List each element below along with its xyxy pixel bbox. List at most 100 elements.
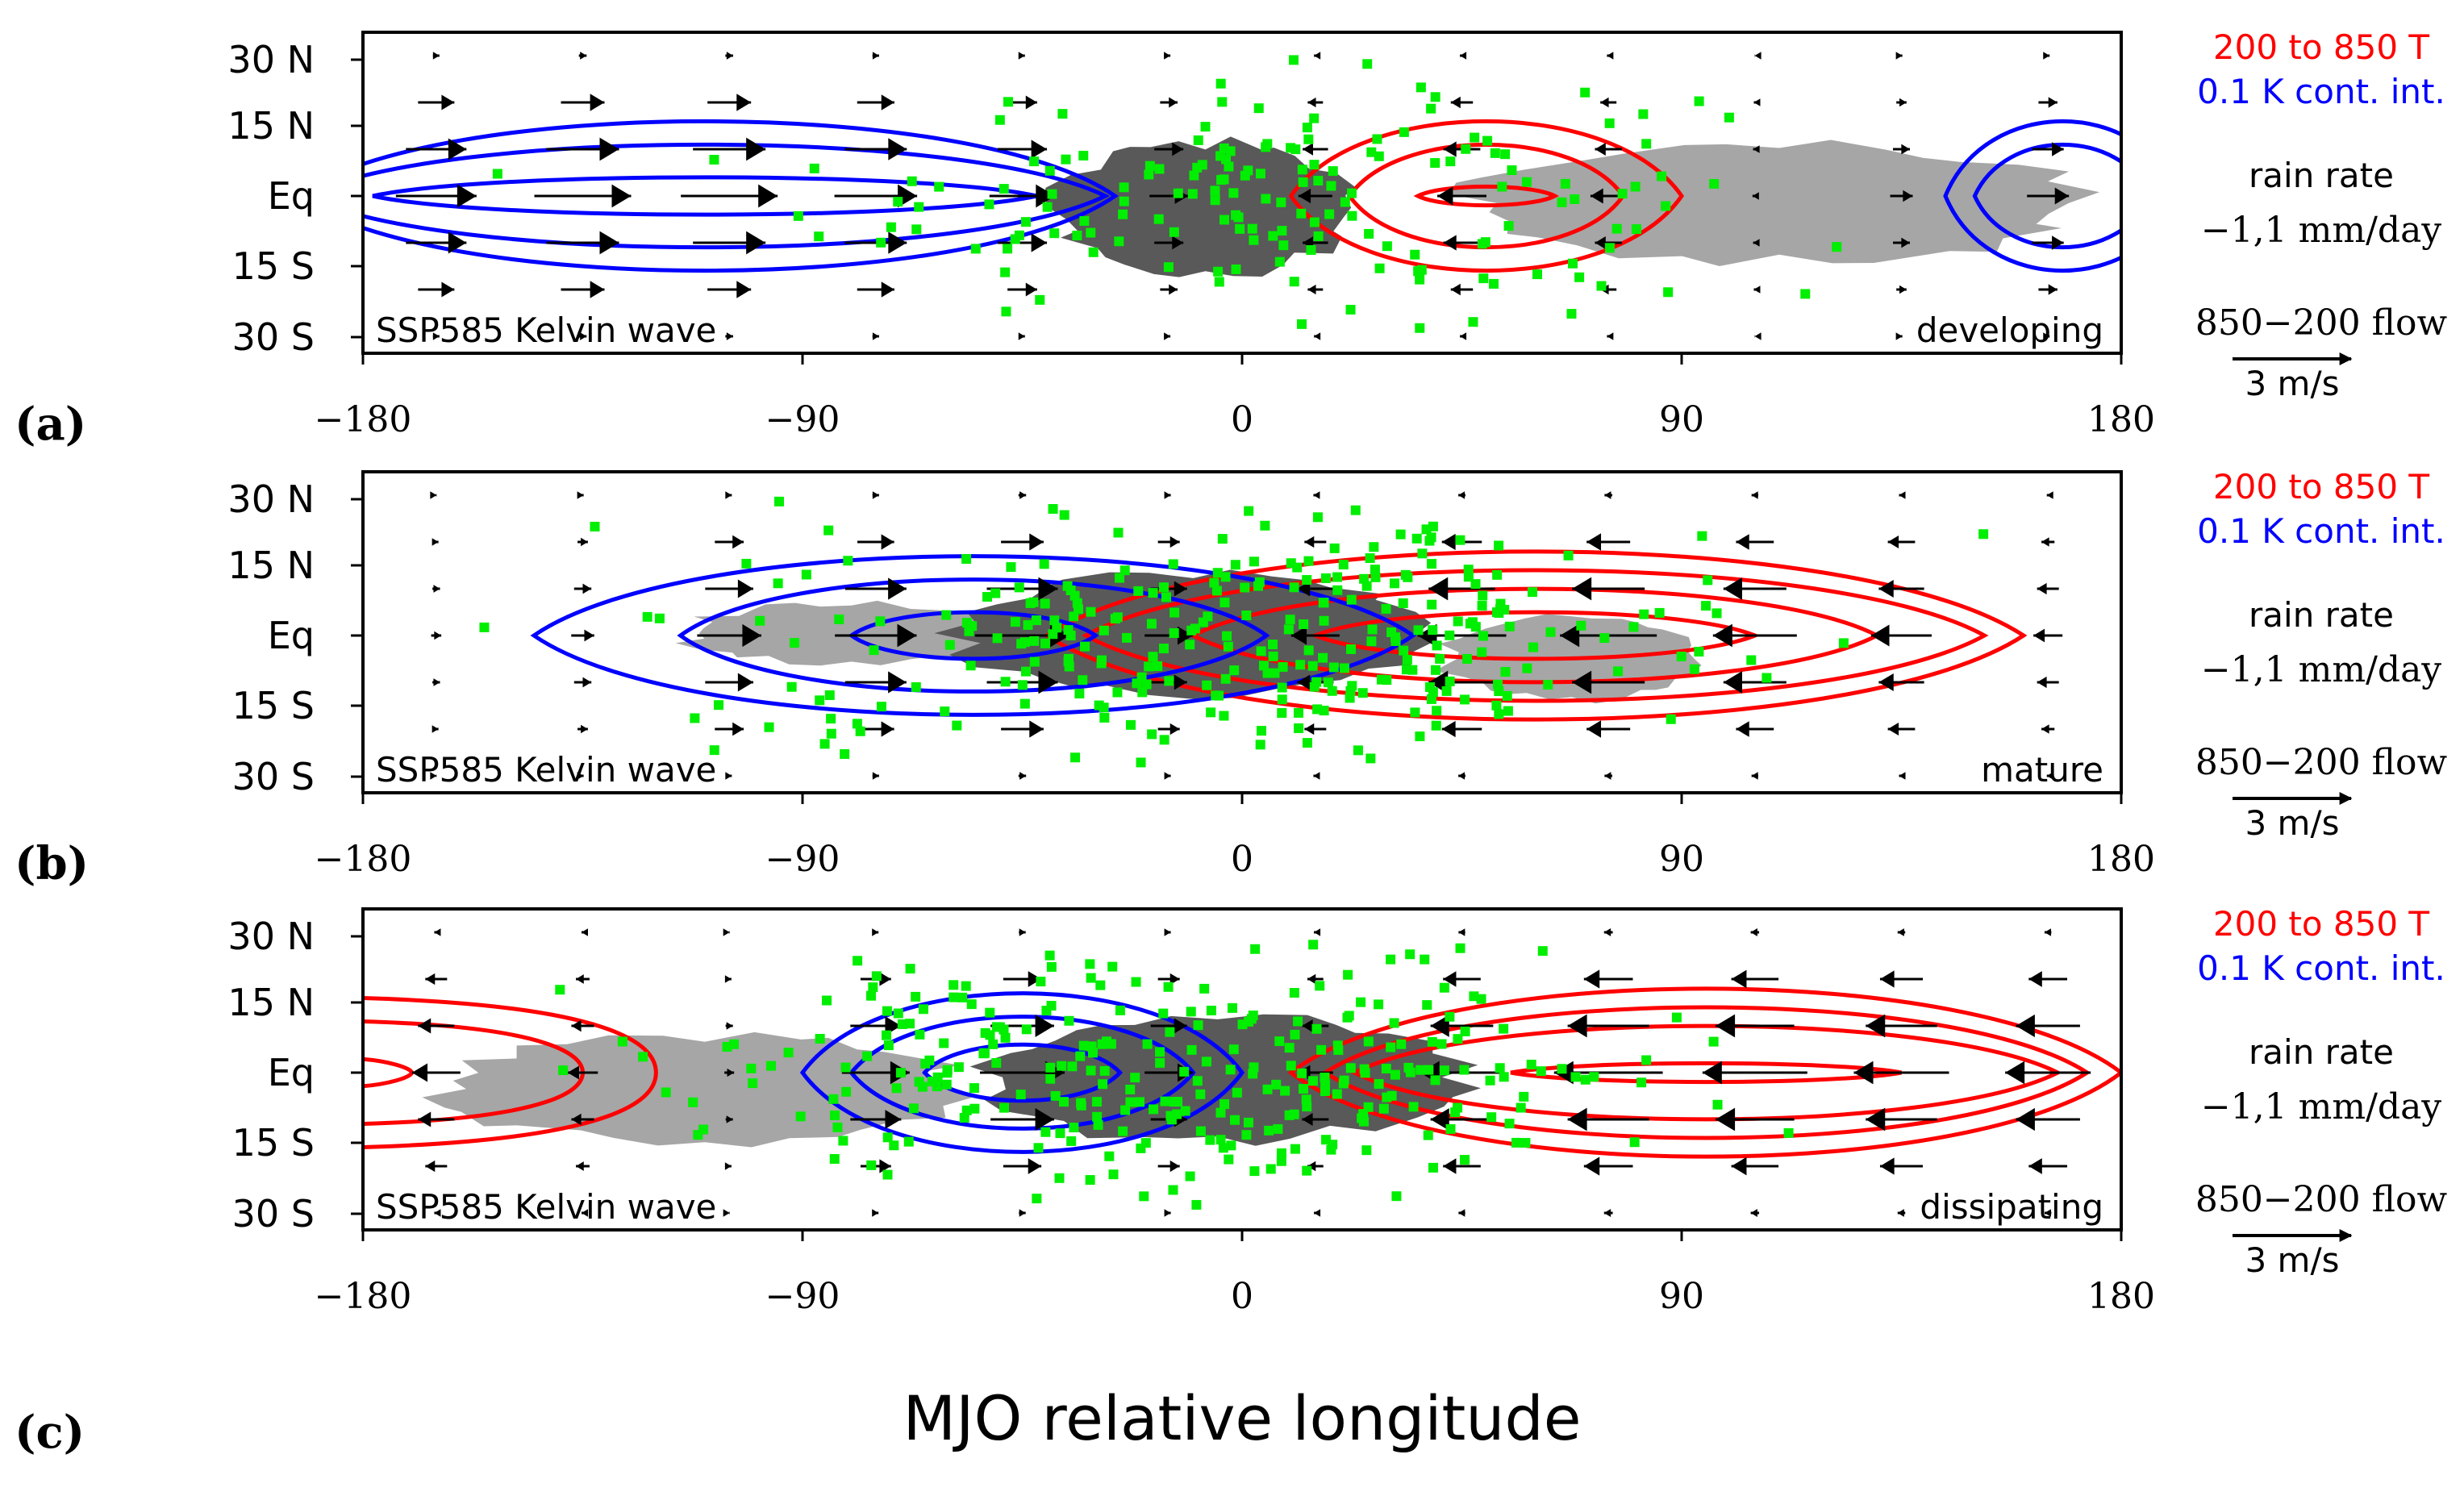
wind-arrow-head — [727, 1068, 735, 1077]
event-point — [1066, 1136, 1077, 1146]
event-point — [1155, 1057, 1165, 1068]
wind-arrow-head — [1583, 969, 1600, 989]
event-point — [903, 1136, 914, 1147]
event-point — [1470, 579, 1481, 590]
event-point — [1319, 615, 1329, 626]
wind-arrow-head — [2054, 187, 2070, 205]
wind-arrow-head — [1028, 1158, 1042, 1174]
event-point — [1069, 611, 1079, 622]
event-point — [1243, 1117, 1253, 1127]
wind-arrow-head — [2041, 724, 2049, 734]
event-point — [1367, 624, 1378, 635]
event-point — [1010, 234, 1020, 244]
event-point — [1168, 1185, 1178, 1195]
wind-arrow-head — [1035, 1015, 1054, 1037]
wind-arrow-head — [732, 722, 744, 736]
event-point — [1724, 112, 1734, 123]
wind-arrow-head — [1753, 239, 1760, 247]
xtick-label: 180 — [2087, 399, 2155, 440]
wind-arrow-head — [1901, 237, 1910, 248]
event-point — [1435, 653, 1445, 664]
event-point — [886, 222, 896, 232]
wind-arrow-head — [872, 772, 879, 780]
event-point — [1265, 1164, 1276, 1174]
wind-arrow-head — [1460, 52, 1467, 60]
event-point — [1158, 582, 1169, 593]
x-axis-title: MJO relative longitude — [903, 1382, 1582, 1454]
event-point — [891, 1083, 902, 1094]
event-point — [1492, 569, 1503, 580]
event-point — [1309, 217, 1320, 227]
event-point — [1050, 1090, 1061, 1101]
event-point — [911, 681, 921, 692]
event-point — [1140, 1138, 1151, 1148]
event-point — [1232, 1087, 1242, 1098]
event-point — [1324, 209, 1335, 219]
event-point — [1439, 1065, 1449, 1076]
wind-arrow-head — [1712, 623, 1732, 648]
event-point — [1493, 679, 1503, 690]
wind-arrow-head — [1019, 491, 1027, 499]
event-point — [1044, 950, 1055, 961]
wind-arrow-head — [1164, 52, 1171, 60]
wind-arrow-head — [2044, 1209, 2051, 1217]
event-point — [1078, 1040, 1089, 1051]
event-point — [1249, 235, 1259, 245]
event-point — [1197, 160, 1207, 170]
event-point — [897, 1019, 907, 1029]
event-point — [479, 622, 490, 632]
event-point — [882, 1006, 892, 1016]
wind-arrow-head — [746, 231, 766, 255]
wind-arrow-head — [1750, 1209, 1757, 1217]
event-point — [765, 1061, 776, 1071]
event-point — [1250, 944, 1261, 954]
wind-arrow-head — [1567, 1014, 1587, 1038]
wind-arrow-head — [2048, 284, 2058, 295]
event-point — [1228, 1044, 1239, 1055]
event-point — [1408, 1102, 1419, 1112]
xtick-label: 0 — [1231, 839, 1253, 880]
wind-arrow-head — [1604, 491, 1611, 499]
wind-arrow-head — [2046, 772, 2053, 780]
wind-arrow-head — [1437, 186, 1453, 206]
event-point — [1286, 1061, 1296, 1071]
event-point — [1085, 959, 1095, 969]
event-point — [970, 244, 981, 254]
event-point — [1361, 1145, 1372, 1156]
event-point — [1200, 122, 1211, 132]
event-point — [1495, 1063, 1505, 1073]
event-point — [1230, 560, 1240, 570]
event-point — [1528, 642, 1539, 652]
event-point — [1313, 176, 1324, 186]
event-point — [1256, 726, 1266, 736]
event-point — [1268, 651, 1278, 661]
legend-flow-label: 850−200 flow — [2195, 742, 2448, 783]
wind-arrow-head — [1019, 928, 1026, 936]
event-point — [1201, 1056, 1211, 1067]
event-point — [1381, 603, 1391, 614]
panel-b-plot — [430, 491, 2063, 780]
event-point — [1290, 144, 1301, 155]
event-point — [1338, 1078, 1349, 1089]
event-point — [773, 578, 783, 589]
event-point — [1563, 550, 1574, 561]
panel-a-letter: (a) — [15, 398, 86, 451]
event-point — [1405, 1067, 1415, 1077]
event-point — [828, 1094, 839, 1104]
event-point — [1485, 1075, 1495, 1086]
event-point — [1064, 1015, 1074, 1026]
event-point — [932, 1081, 942, 1092]
event-point — [1295, 660, 1306, 670]
wind-arrow-head — [1018, 332, 1025, 340]
event-point — [961, 981, 971, 991]
event-point — [1374, 999, 1384, 1010]
event-point — [654, 613, 665, 623]
event-point — [1098, 1079, 1108, 1090]
event-point — [1210, 185, 1220, 196]
event-point — [1097, 1039, 1107, 1049]
wind-arrow-head — [879, 972, 891, 986]
event-point — [661, 1087, 671, 1098]
wind-arrow-head — [723, 1209, 730, 1217]
event-point — [1382, 241, 1392, 252]
event-point — [1255, 169, 1265, 179]
